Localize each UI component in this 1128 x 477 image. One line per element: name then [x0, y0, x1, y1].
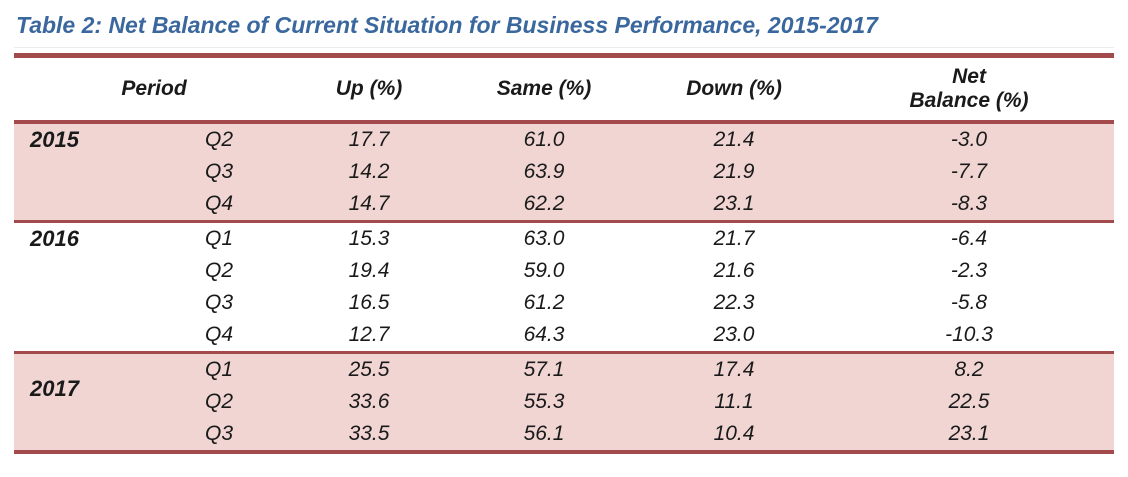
quarter-cell: Q1 [144, 351, 295, 386]
table-row: 2016 Q1 15.3 63.0 21.7 -6.4 [14, 220, 1115, 353]
table-row: Q3 14.2 63.9 21.9 -7.7 [14, 156, 1115, 188]
header-net-balance: Net Balance (%) [824, 53, 1115, 124]
table-row: Q4 14.7 62.2 23.1 -8.3 [14, 188, 1115, 222]
down-cell: 21.9 [644, 156, 825, 188]
up-cell: 19.4 [348, 259, 390, 282]
table-row: Q4 12.7 64.3 23.0 -10.3 [14, 319, 1114, 353]
same-cell: 56.1 [444, 418, 645, 452]
header-row: Period Up (%) Same (%) Down (%) Net Bala… [14, 53, 1115, 124]
quarter-cell: Q4 [144, 188, 295, 222]
net-balance-cell: -3.0 [824, 122, 1115, 156]
quarter-cell: Q2 [144, 386, 295, 418]
header-period: Period [14, 53, 295, 124]
same-cell: 63.0 [444, 220, 645, 255]
down-cell: 17.4 [644, 351, 825, 386]
quarter-cell: Q3 [144, 418, 295, 452]
quarter-cell: Q3 [144, 156, 295, 188]
up-cell: 25.5 [294, 351, 445, 386]
net-balance-cell: -7.7 [824, 156, 1115, 188]
down-cell: 22.3 [713, 291, 755, 314]
down-cell: 10.4 [644, 418, 825, 452]
same-cell: 59.0 [523, 259, 565, 282]
table-title: Table 2: Net Balance of Current Situatio… [16, 12, 878, 38]
table-row: Q2 33.6 55.3 11.1 22.5 [14, 386, 1115, 418]
down-cell: 21.4 [644, 122, 825, 156]
quarter-cell: Q3 [205, 291, 234, 314]
table-row: 2017 Q1 25.5 57.1 17.4 8.2 [14, 351, 1115, 452]
header-up: Up (%) [294, 53, 445, 124]
net-balance-cell: -2.3 [950, 259, 988, 282]
header-down: Down (%) [644, 53, 825, 124]
up-cell: 12.7 [348, 323, 390, 346]
table-row: Q2 19.4 59.0 21.6 -2.3 [14, 255, 1114, 287]
up-cell: 16.5 [348, 291, 390, 314]
net-balance-cell: -10.3 [945, 323, 993, 346]
up-cell: 17.7 [294, 122, 445, 156]
table-row: Q3 16.5 61.2 22.3 -5.8 [14, 287, 1114, 319]
down-cell: 23.0 [713, 323, 755, 346]
net-balance-cell: -8.3 [824, 188, 1115, 222]
table-row: 2015 Q2 17.7 61.0 21.4 -3.0 [14, 122, 1115, 222]
up-cell: 14.7 [294, 188, 445, 222]
same-cell: 57.1 [444, 351, 645, 386]
down-cell: 21.6 [713, 259, 755, 282]
down-cell: 21.7 [644, 220, 825, 255]
net-balance-cell: -5.8 [950, 291, 988, 314]
year-label: 2017 [14, 351, 144, 452]
up-cell: 33.6 [294, 386, 445, 418]
down-cell: 23.1 [644, 188, 825, 222]
quarter-cell: Q2 [205, 259, 234, 282]
table-row: Q3 33.5 56.1 10.4 23.1 [14, 418, 1115, 452]
table-header: Period Up (%) Same (%) Down (%) Net Bala… [14, 53, 1115, 124]
table-body: 2015 Q2 17.7 61.0 21.4 -3.0 Q3 14.2 63.9 21.9 -7.7… [14, 122, 1115, 452]
quarter-cell: Q4 [205, 323, 234, 346]
same-cell: 63.9 [444, 156, 645, 188]
year-label: 2016 [14, 220, 144, 353]
net-balance-table: Period Up (%) Same (%) Down (%) Net Bala… [14, 53, 1115, 454]
net-balance-cell: -6.4 [824, 220, 1115, 255]
up-cell: 14.2 [294, 156, 445, 188]
same-cell: 62.2 [444, 188, 645, 222]
same-cell: 61.2 [523, 291, 565, 314]
up-cell: 15.3 [294, 220, 445, 255]
up-cell: 33.5 [294, 418, 445, 452]
title-block: Table 2: Net Balance of Current Situatio… [14, 10, 1114, 48]
net-balance-cell: 8.2 [824, 351, 1115, 386]
year-label: 2015 [14, 122, 144, 222]
header-net-line2: Balance (%) [909, 89, 1029, 112]
same-cell: 61.0 [444, 122, 645, 156]
quarter-cell: Q2 [144, 122, 295, 156]
net-balance-cell: 22.5 [824, 386, 1115, 418]
header-same: Same (%) [444, 53, 645, 124]
header-net-line1: Net [952, 64, 986, 88]
down-cell: 11.1 [644, 386, 825, 418]
same-cell: 55.3 [444, 386, 645, 418]
quarter-cell: Q1 [144, 220, 295, 255]
net-balance-cell: 23.1 [824, 418, 1115, 452]
same-cell: 64.3 [523, 323, 565, 346]
